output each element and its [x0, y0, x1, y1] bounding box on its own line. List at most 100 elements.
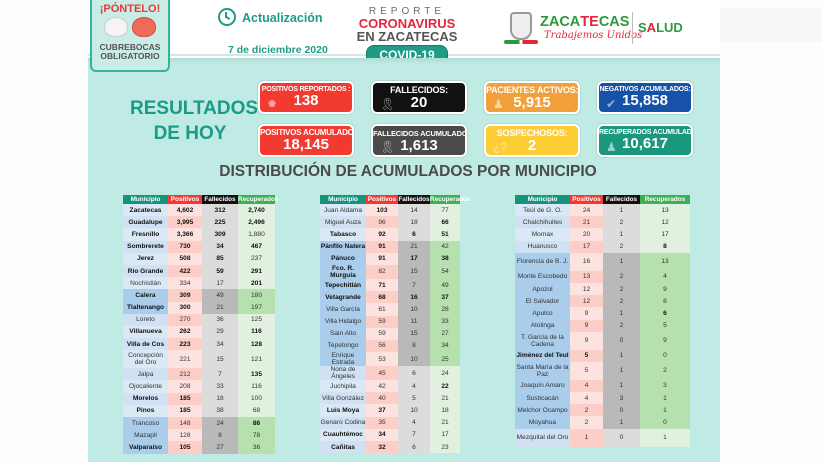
cell-recuperados: 25 — [430, 352, 460, 367]
cell-positivos: 68 — [366, 291, 398, 304]
header-municipio: Municipio — [515, 195, 570, 204]
cell-fallecidos: 2 — [603, 282, 640, 296]
cell-positivos: 12 — [570, 282, 603, 296]
cell-recuperados: 36 — [238, 441, 275, 454]
cell-municipio: Villa García — [320, 303, 366, 316]
table-row: Apulco 9 1 6 — [515, 307, 690, 320]
cell-recuperados: 13 — [640, 252, 690, 271]
table-row: Sain Alto 59 15 27 — [320, 327, 460, 340]
cell-recuperados: 197 — [238, 301, 275, 314]
cell-recuperados: 27 — [430, 327, 460, 340]
cell-municipio: Pinos — [123, 404, 168, 417]
cell-positivos: 17 — [570, 240, 603, 253]
cell-fallecidos: 0 — [603, 428, 640, 447]
cell-municipio: Luis Moya — [320, 404, 366, 417]
cell-fallecidos: 5 — [398, 392, 430, 405]
cell-recuperados: 291 — [238, 264, 275, 278]
cell-fallecidos: 27 — [202, 441, 238, 454]
cell-fallecidos: 2 — [603, 270, 640, 283]
cell-fallecidos: 7 — [398, 278, 430, 292]
person-icon: ♟ — [493, 97, 504, 111]
ponte-title: ¡PÓNTELO! — [99, 3, 161, 15]
card-positivos-reportados: POSITIVOS REPORTADOS : 138 ✹ — [258, 81, 354, 114]
cell-recuperados: 37 — [430, 291, 460, 304]
cell-recuperados: 5 — [640, 319, 690, 332]
municipality-table-2: Municipio Positivos Fallecidos Recuperad… — [320, 195, 471, 454]
card-positivos-acumulados: POSITIVOS ACUMULADOS: 18,145 — [258, 124, 354, 157]
table-row: Monte Escobedo 13 2 4 — [515, 270, 690, 283]
table-row: Concepción del Oro 221 15 121 — [123, 350, 275, 369]
cell-recuperados: 78 — [238, 429, 275, 442]
table-row: Fco. R. Murguía 82 15 54 — [320, 264, 460, 279]
table-row: T. García de la Cadena 9 0 9 — [515, 331, 690, 350]
cell-positivos: 45 — [366, 366, 398, 381]
card-pacientes-activos: PACIENTES ACTIVOS: 5,915 ♟ — [484, 81, 580, 114]
cell-fallecidos: 17 — [398, 252, 430, 265]
table-row: Apozol 12 2 9 — [515, 282, 690, 296]
cell-municipio: Monte Escobedo — [515, 270, 570, 283]
table-row: Cuauhtémoc 34 7 17 — [320, 428, 460, 441]
covid-report-infographic[interactable]: ¡PÓNTELO! CUBREBOCAS OBLIGATORIO Actuali… — [88, 0, 720, 462]
cell-recuperados: 22 — [430, 380, 460, 393]
cell-municipio: Río Grande — [123, 264, 168, 278]
ponte-subtitle: CUBREBOCAS OBLIGATORIO — [99, 42, 161, 61]
question-icon: ¿? — [493, 140, 508, 154]
cell-recuperados: 77 — [430, 204, 460, 217]
table-row: Ojocaliente 208 33 116 — [123, 380, 275, 393]
virus-icon: ✹ — [267, 97, 278, 111]
cell-positivos: 92 — [366, 228, 398, 241]
update-date: 7 de diciembre 2020 — [228, 44, 328, 56]
table-row: Florencia de B. J. 16 1 13 — [515, 252, 690, 271]
cell-municipio: Villa González — [320, 392, 366, 405]
table-row: Loreto 270 36 125 — [123, 313, 275, 326]
cell-positivos: 9 — [570, 331, 603, 350]
cell-recuperados: 38 — [430, 252, 460, 265]
check-icon: ✔ — [606, 97, 617, 111]
cell-positivos: 96 — [366, 216, 398, 229]
cell-municipio: Juchipila — [320, 380, 366, 393]
cell-positivos: 82 — [366, 264, 398, 279]
results-title: RESULTADOS DE HOY — [130, 98, 259, 144]
report-title: REPORTE CORONAVIRUS EN ZACATECAS COVID-1… — [346, 6, 468, 65]
cell-recuperados: 12 — [640, 216, 690, 229]
cell-fallecidos: 33 — [202, 380, 238, 393]
logo-divider — [632, 12, 633, 44]
cell-positivos: 91 — [366, 240, 398, 253]
municipality-table-3: Municipio Positivos Fallecidos Recuperad… — [515, 195, 690, 447]
cell-municipio: Atolinga — [515, 319, 570, 332]
header-positivos: Positivos — [168, 195, 202, 204]
cell-fallecidos: 10 — [398, 303, 430, 316]
cell-municipio: Miguel Auza — [320, 216, 366, 229]
masks-illustration — [92, 17, 168, 39]
header-recuperados: Recuperados — [238, 195, 279, 204]
cell-recuperados: 1 — [640, 428, 690, 447]
cell-positivos: 59 — [366, 327, 398, 340]
cell-municipio: Jerez — [123, 252, 168, 265]
cell-fallecidos: 49 — [202, 289, 238, 302]
cell-positivos: 185 — [168, 392, 202, 405]
cell-recuperados: 1,880 — [238, 228, 275, 241]
table-row: Tlaltenango 300 21 197 — [123, 301, 275, 314]
cell-positivos: 309 — [168, 289, 202, 302]
table-row: Santa María de la Paz 5 1 2 — [515, 361, 690, 380]
cell-recuperados: 201 — [238, 277, 275, 290]
cell-municipio: Villa Hidalgo — [320, 315, 366, 328]
cell-positivos: 5 — [570, 349, 603, 362]
cell-positivos: 4 — [570, 379, 603, 393]
cell-fallecidos: 21 — [202, 301, 238, 314]
cell-municipio: Melchor Ocampo — [515, 404, 570, 417]
cell-positivos: 71 — [366, 278, 398, 292]
cell-positivos: 422 — [168, 264, 202, 278]
table-row: Sombrerete 730 34 467 — [123, 240, 275, 253]
cell-recuperados: 54 — [430, 264, 460, 279]
table-row: Teúl de G. O. 24 1 13 — [515, 204, 690, 217]
header-fallecidos: Fallecidos — [202, 195, 238, 204]
header-fallecidos: Fallecidos — [603, 195, 640, 204]
cell-recuperados: 0 — [640, 416, 690, 429]
cell-positivos: 128 — [168, 429, 202, 442]
cell-positivos: 37 — [366, 404, 398, 417]
cell-positivos: 24 — [570, 204, 603, 217]
cell-municipio: Cuauhtémoc — [320, 428, 366, 441]
cell-recuperados: 9 — [640, 331, 690, 350]
distribution-title: DISTRIBUCIÓN DE ACUMULADOS POR MUNICIPIO — [219, 163, 597, 180]
